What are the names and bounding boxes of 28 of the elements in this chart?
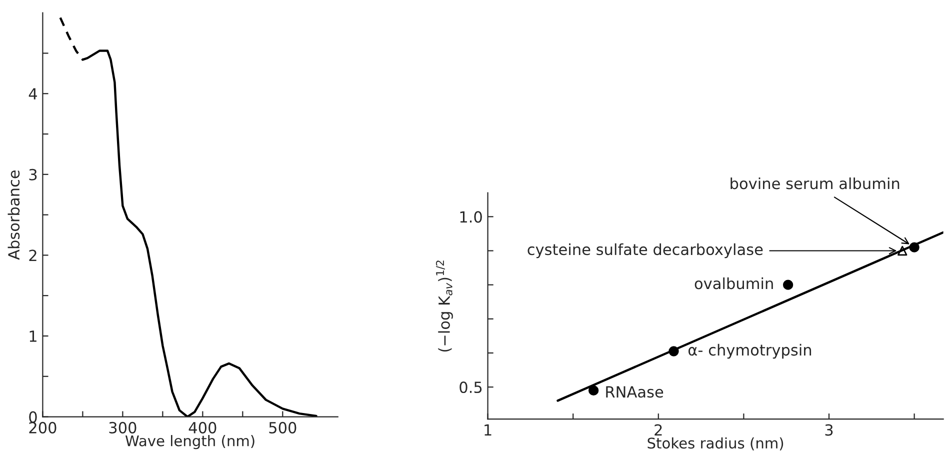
y-tick-label: 1.0 <box>460 211 482 223</box>
x-axis-title: Stokes radius (nm) <box>648 437 784 450</box>
y-axis-title: Absorbance <box>8 170 20 260</box>
y-tick-label: 0.5 <box>460 382 482 394</box>
y-tick-label: 4 <box>28 88 37 100</box>
y-axis-title: (−log K$_{av}$)$^{1/2}$ <box>436 260 453 352</box>
annotation: bovine serum albumin <box>730 177 900 190</box>
x-tick-label: 3 <box>825 424 833 436</box>
point <box>898 246 908 256</box>
point <box>782 280 794 290</box>
annotation: RNAase <box>606 386 664 398</box>
annotation: ovalbumin <box>694 277 773 290</box>
y-tick-label: 1 <box>30 330 36 342</box>
point <box>909 242 920 252</box>
annotation: cysteine sulfate decarboxylase <box>528 243 763 258</box>
x-tick-label: 500 <box>269 422 296 434</box>
y-tick-label: 0 <box>29 411 37 423</box>
y-tick-label: 3 <box>29 168 37 180</box>
x-tick-label: 1 <box>484 424 492 436</box>
x-tick-label: 300 <box>109 422 136 434</box>
point <box>588 385 599 396</box>
x-tick-label: 400 <box>188 422 216 434</box>
annotation: α- chymotrypsin <box>688 344 812 359</box>
x-tick-label: 200 <box>29 422 56 434</box>
y-tick-label: 2 <box>29 250 36 261</box>
x-tick-label: 2 <box>654 424 662 436</box>
x-axis-title: Wave length (nm) <box>125 435 254 450</box>
point <box>668 346 679 356</box>
